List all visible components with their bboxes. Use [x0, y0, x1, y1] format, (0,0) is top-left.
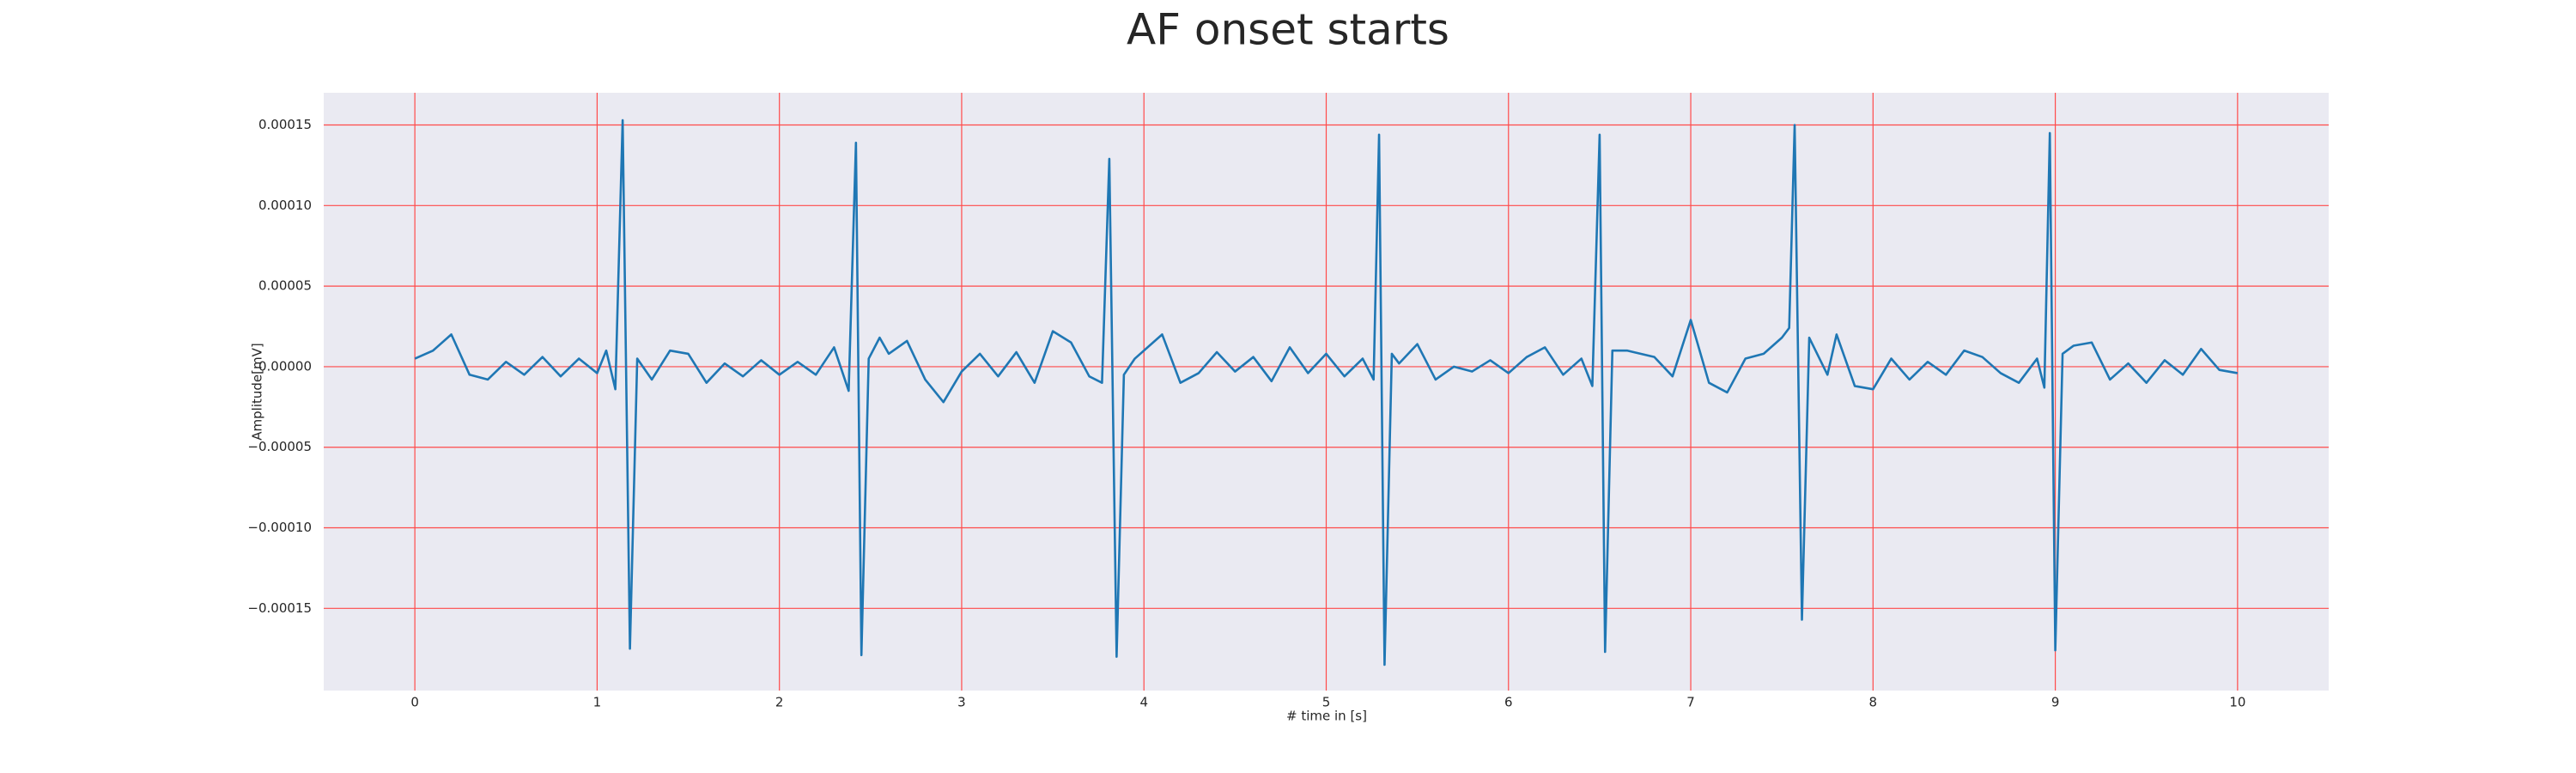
- x-tick-label: 1: [593, 695, 602, 710]
- x-tick-label: 2: [775, 695, 784, 710]
- y-tick-label: 0.00000: [258, 358, 312, 374]
- y-axis-label: Amplitude[mV]: [250, 343, 265, 440]
- x-tick-label: 9: [2051, 695, 2060, 710]
- chart-title: AF onset starts: [1127, 5, 1449, 55]
- x-tick-label: 8: [1869, 695, 1878, 710]
- x-tick-label: 5: [1322, 695, 1331, 710]
- x-tick-label: 7: [1686, 695, 1695, 710]
- x-tick-label: 4: [1139, 695, 1148, 710]
- y-tick-label: 0.00015: [258, 117, 312, 132]
- y-tick-label: 0.00010: [258, 198, 312, 213]
- x-tick-label: 10: [2229, 695, 2245, 710]
- x-tick-label: 3: [957, 695, 966, 710]
- x-tick-label: 6: [1504, 695, 1513, 710]
- y-tick-label: −0.00015: [247, 600, 312, 616]
- signal-line: [414, 119, 2239, 666]
- x-tick-label: 0: [410, 695, 419, 710]
- y-tick-label: 0.00005: [258, 278, 312, 294]
- x-axis-label: # time in [s]: [1286, 709, 1367, 724]
- y-tick-label: −0.00005: [247, 439, 312, 454]
- y-tick-label: −0.00010: [247, 520, 312, 535]
